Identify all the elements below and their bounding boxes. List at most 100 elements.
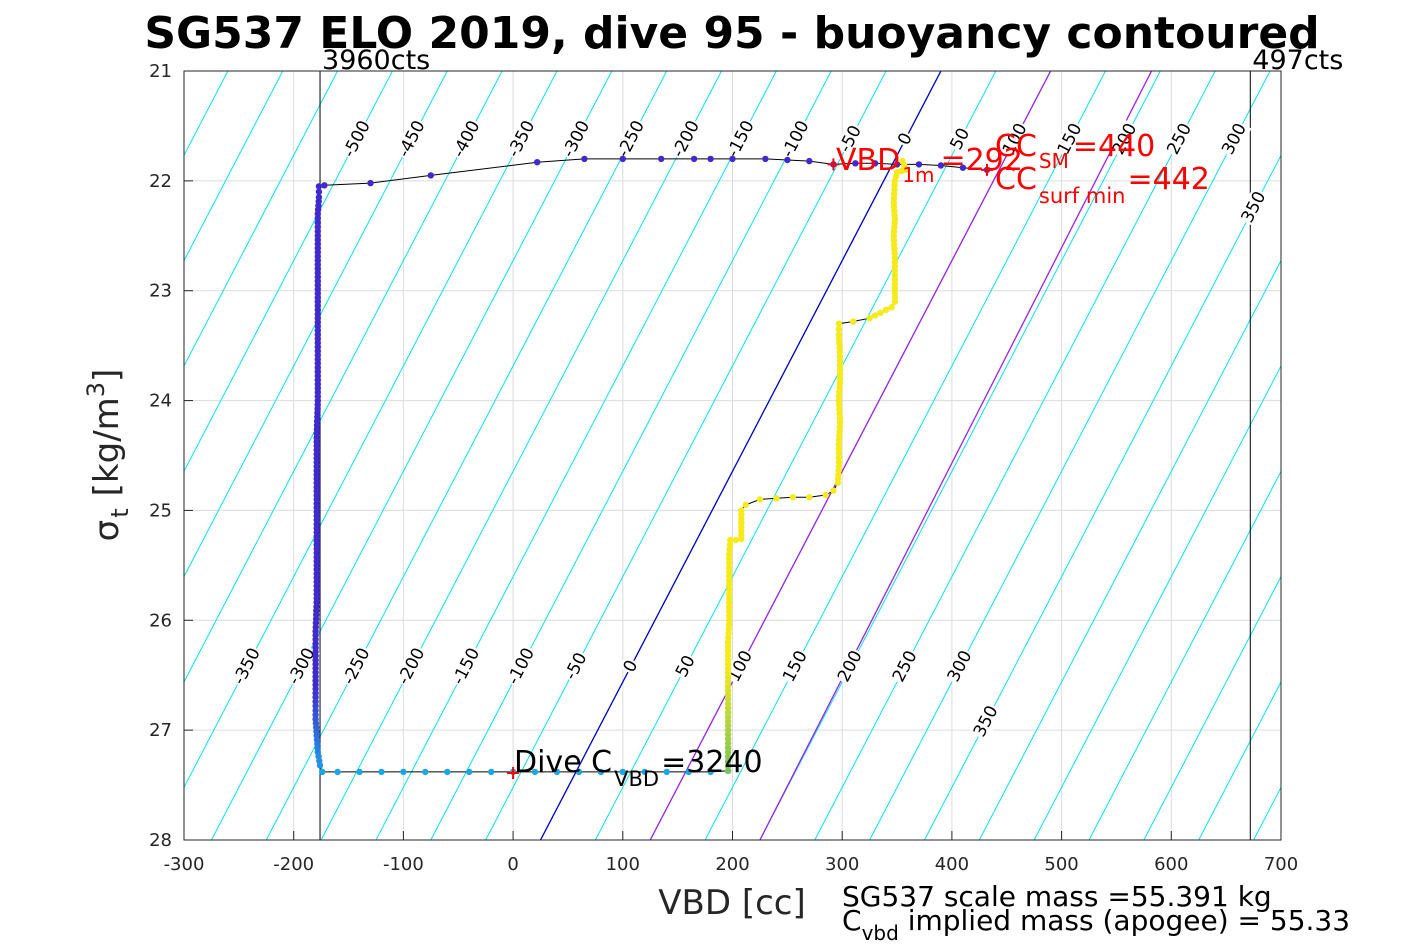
annotation-cc-surf-min: CCsurf min=442 xyxy=(995,162,1210,208)
contour-line xyxy=(1143,575,1281,840)
data-point xyxy=(724,718,732,725)
contour-label-bg xyxy=(1217,119,1252,160)
data-point xyxy=(835,450,843,457)
data-point xyxy=(891,298,899,305)
y-tick-label: 23 xyxy=(149,281,172,302)
data-point xyxy=(724,678,732,685)
svg-text:CCsurf min=442: CCsurf min=442 xyxy=(995,162,1210,208)
x-tick-label: 200 xyxy=(715,854,749,875)
contour-line xyxy=(1033,364,1281,840)
contour-label-bg xyxy=(283,643,321,690)
data-point xyxy=(334,768,341,776)
data-point xyxy=(488,768,495,776)
data-point xyxy=(891,272,899,279)
contour-label-bg xyxy=(945,123,975,155)
data-point xyxy=(553,768,561,776)
contour-line xyxy=(759,71,1161,840)
data-point xyxy=(835,445,843,453)
contour-line xyxy=(265,71,668,840)
contour-line xyxy=(594,71,997,840)
x-tick-label: 0 xyxy=(507,854,518,875)
contour-line xyxy=(184,71,448,578)
data-series xyxy=(312,155,991,776)
y-tick-label: 25 xyxy=(149,500,172,521)
contour-label-bg xyxy=(448,643,485,690)
data-point xyxy=(726,590,733,598)
contour-label-bg xyxy=(888,646,923,687)
data-point xyxy=(724,726,732,734)
data-point xyxy=(726,608,733,615)
data-point xyxy=(663,768,670,776)
annotation-dive-c-vbd: Dive CVBD=3240 xyxy=(514,745,763,791)
data-point xyxy=(726,577,733,584)
data-point xyxy=(316,762,324,769)
contour-label-bg xyxy=(338,643,375,690)
data-point xyxy=(685,768,692,776)
contour-line xyxy=(1088,470,1281,840)
data-point xyxy=(466,768,473,776)
data-point xyxy=(726,603,733,611)
x-tick-label: 100 xyxy=(606,854,640,875)
data-point xyxy=(836,371,844,378)
data-point xyxy=(724,661,732,668)
data-point xyxy=(319,768,326,776)
data-point xyxy=(724,740,732,747)
data-point xyxy=(726,617,733,624)
contour-label-bg xyxy=(1053,119,1087,159)
contour-line xyxy=(978,259,1281,840)
data-point xyxy=(835,454,843,461)
contour-label-bg xyxy=(619,656,643,677)
data-point xyxy=(312,702,319,710)
x-tick-label: -300 xyxy=(164,854,205,875)
data-point xyxy=(321,182,328,189)
contour-label-bg xyxy=(560,648,592,685)
contour-line xyxy=(869,71,1271,840)
data-point xyxy=(724,669,732,677)
data-point xyxy=(575,768,583,776)
contour-line xyxy=(184,71,393,473)
contour-line xyxy=(1308,71,1417,840)
data-point xyxy=(724,767,732,774)
data-point xyxy=(726,541,734,549)
contour-label-bg xyxy=(1162,119,1197,159)
data-point xyxy=(891,285,899,292)
data-point xyxy=(835,331,843,338)
data-point xyxy=(891,280,899,288)
data-point xyxy=(836,362,844,369)
data-point xyxy=(724,656,732,663)
data-point xyxy=(724,709,732,716)
contour-label-bg xyxy=(228,643,266,690)
data-point xyxy=(871,312,879,319)
x-axis-label: VBD [cc] xyxy=(658,883,806,923)
data-point xyxy=(726,612,733,620)
data-point xyxy=(726,564,733,571)
data-point xyxy=(724,700,732,707)
contour-label-bg xyxy=(338,116,376,162)
contour-label-bg xyxy=(834,121,867,157)
data-point xyxy=(899,157,906,165)
y-tick-label: 27 xyxy=(149,720,172,741)
contour-label-bg xyxy=(722,116,760,162)
data-point xyxy=(726,595,733,602)
data-point xyxy=(724,696,732,703)
contour-line xyxy=(814,71,1216,840)
contour-label-bg xyxy=(723,646,758,687)
contour-label-bg xyxy=(943,646,977,687)
cc-line xyxy=(759,71,1153,840)
annotation-vbd-1m: VBD 1m =292 xyxy=(836,143,1023,187)
data-point xyxy=(726,599,733,606)
x-tick-label: -100 xyxy=(383,854,424,875)
data-point xyxy=(314,223,321,231)
data-point xyxy=(937,162,945,169)
data-point xyxy=(314,228,321,235)
data-point xyxy=(378,768,385,776)
markers xyxy=(507,158,994,779)
data-point xyxy=(756,496,764,503)
data-point xyxy=(690,155,698,163)
data-point xyxy=(882,306,890,314)
annotation-cc-sm: CC SM =440 xyxy=(995,129,1155,173)
contour-line xyxy=(1363,71,1417,840)
data-point xyxy=(835,458,843,466)
data-point xyxy=(806,494,813,501)
data-point xyxy=(641,768,648,776)
